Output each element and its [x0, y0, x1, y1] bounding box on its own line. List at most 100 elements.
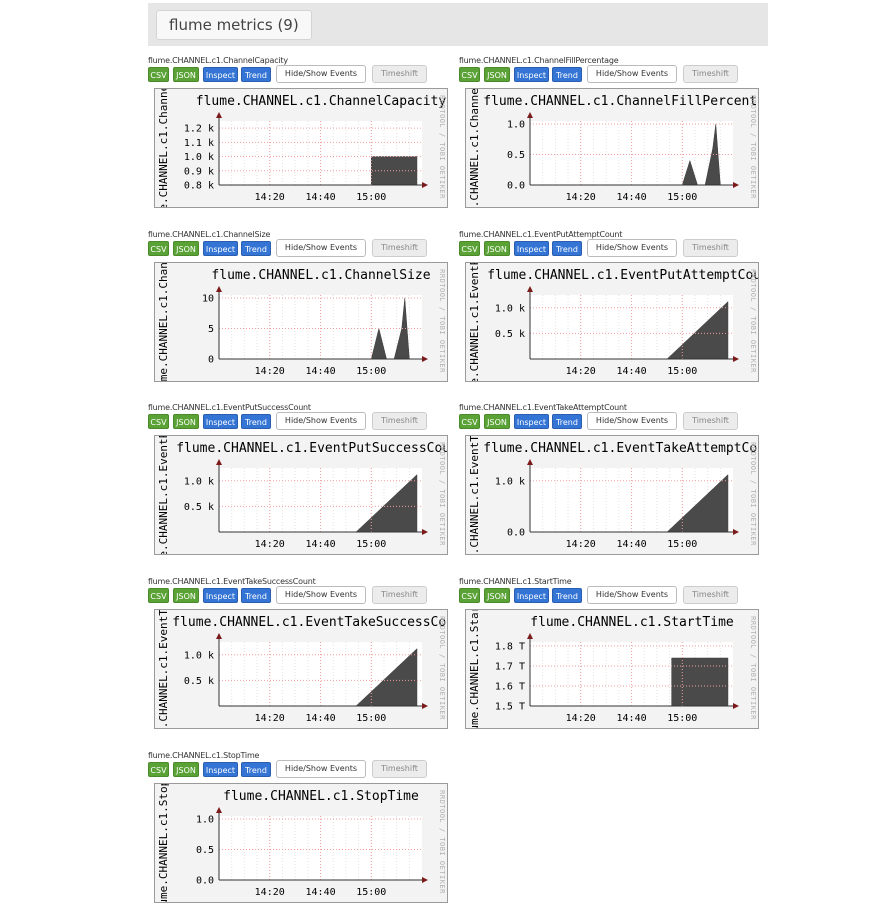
- y-tick-label: 0.5: [507, 150, 525, 161]
- timeshift-button[interactable]: Timeshift: [683, 65, 738, 83]
- json-button[interactable]: JSON: [173, 241, 199, 256]
- inspect-button[interactable]: Inspect: [514, 67, 549, 82]
- timeshift-button[interactable]: Timeshift: [372, 239, 427, 257]
- x-tick-label: 14:40: [617, 713, 647, 724]
- y-tick-label: 1.0: [507, 120, 525, 131]
- y-tick-label: 1.2 k: [184, 124, 214, 135]
- rrd-graph[interactable]: 1.0 0.5 0.0 14:20 14:40 15:00 flume.CHANNEL.c1…: [154, 783, 448, 903]
- timeshift-button[interactable]: Timeshift: [372, 412, 427, 430]
- json-button[interactable]: JSON: [173, 67, 199, 82]
- y-axis-arrow: [216, 807, 222, 813]
- json-button[interactable]: JSON: [484, 67, 510, 82]
- graph-panel-title: flume.CHANNEL.c1.StopTime: [148, 751, 259, 760]
- inspect-button[interactable]: Inspect: [514, 241, 549, 256]
- json-button[interactable]: JSON: [173, 588, 199, 603]
- x-tick-label: 14:20: [255, 366, 285, 377]
- graph-panel: flume.CHANNEL.c1.ChannelFillPercentage CS…: [459, 56, 759, 216]
- rrd-graph[interactable]: 1.0 k 0.5 k 14:20 14:40 15:00 flume.CHANNEL.c…: [154, 609, 448, 729]
- inspect-button[interactable]: Inspect: [203, 414, 238, 429]
- graph-canvas: 1.0 k 0.5 k 14:20 14:40 15:00 flume.CHANNEL.c…: [155, 610, 448, 729]
- rrd-graph[interactable]: 10 5 0 14:20 14:40 15:00 flume.CHANNEL.c1.Chan…: [154, 262, 448, 382]
- csv-button[interactable]: CSV: [459, 588, 480, 603]
- trend-button[interactable]: Trend: [552, 414, 582, 429]
- csv-button[interactable]: CSV: [148, 67, 169, 82]
- rrd-graph[interactable]: 1.2 k 1.1 k 1.0 k 0.9 k 0.8 k 14:20 14:40 15:00…: [154, 88, 448, 208]
- graph-panel: flume.CHANNEL.c1.StopTime CSV JSON Inspect T…: [148, 751, 448, 911]
- x-axis-arrow: [422, 877, 428, 883]
- hide-show-events-button[interactable]: Hide/Show Events: [276, 412, 366, 430]
- timeshift-button[interactable]: Timeshift: [372, 760, 427, 778]
- hide-show-events-button[interactable]: Hide/Show Events: [587, 412, 677, 430]
- rrdtool-watermark: RRDTOOL / TOBI OETIKER: [438, 616, 446, 720]
- csv-button[interactable]: CSV: [459, 67, 480, 82]
- graph-panel: flume.CHANNEL.c1.EventTakeSuccessCount CS…: [148, 577, 448, 737]
- graph-canvas: 1.0 k 0.5 k 14:20 14:40 15:00 flume.CHANNEL.c…: [466, 263, 759, 382]
- timeshift-button[interactable]: Timeshift: [372, 586, 427, 604]
- hide-show-events-button[interactable]: Hide/Show Events: [587, 239, 677, 257]
- hide-show-events-button[interactable]: Hide/Show Events: [587, 586, 677, 604]
- rrd-graph[interactable]: 1.0 k 0.5 k 14:20 14:40 15:00 flume.CHANNEL.c…: [465, 262, 759, 382]
- graph-panel: flume.CHANNEL.c1.StartTime CSV JSON Inspect…: [459, 577, 759, 737]
- trend-button[interactable]: Trend: [241, 588, 271, 603]
- csv-button[interactable]: CSV: [459, 241, 480, 256]
- json-button[interactable]: JSON: [173, 762, 199, 777]
- json-button[interactable]: JSON: [173, 414, 199, 429]
- inspect-button[interactable]: Inspect: [203, 67, 238, 82]
- y-axis-arrow: [216, 286, 222, 292]
- graph-canvas: 1.0 k 0.5 k 14:20 14:40 15:00 flume.CHANNEL.c…: [155, 436, 448, 555]
- hide-show-events-button[interactable]: Hide/Show Events: [276, 586, 366, 604]
- rrd-graph[interactable]: 1.0 k 0.0 14:20 14:40 15:00 flume.CHANNEL.c1.…: [465, 435, 759, 555]
- hide-show-events-button[interactable]: Hide/Show Events: [276, 239, 366, 257]
- trend-button[interactable]: Trend: [241, 67, 271, 82]
- vertical-axis-label: flume.CHANNEL.c1.Start: [468, 610, 481, 729]
- graph-panel-title: flume.CHANNEL.c1.ChannelSize: [148, 230, 270, 239]
- hide-show-events-button[interactable]: Hide/Show Events: [276, 65, 366, 83]
- rrd-graph[interactable]: 1.0 0.5 0.0 14:20 14:40 15:00 flume.CHANNEL.c1…: [465, 88, 759, 208]
- json-button[interactable]: JSON: [484, 588, 510, 603]
- graph-panel-title: flume.CHANNEL.c1.EventPutAttemptCount: [459, 230, 622, 239]
- timeshift-button[interactable]: Timeshift: [372, 65, 427, 83]
- inspect-button[interactable]: Inspect: [203, 588, 238, 603]
- vertical-axis-label: flume.CHANNEL.c1.ChannelFil: [468, 89, 481, 208]
- csv-button[interactable]: CSV: [148, 414, 169, 429]
- trend-button[interactable]: Trend: [552, 241, 582, 256]
- graph-title: flume.CHANNEL.c1.EventPutAttemptCount: [487, 268, 759, 283]
- json-button[interactable]: JSON: [484, 241, 510, 256]
- vertical-axis-label: flume.CHANNEL.c1.EventTakeS: [157, 610, 170, 729]
- rrd-graph[interactable]: 1.0 k 0.5 k 14:20 14:40 15:00 flume.CHANNEL.c…: [154, 435, 448, 555]
- inspect-button[interactable]: Inspect: [514, 414, 549, 429]
- rrdtool-watermark: RRDTOOL / TOBI OETIKER: [438, 269, 446, 373]
- json-button[interactable]: JSON: [484, 414, 510, 429]
- csv-button[interactable]: CSV: [459, 414, 480, 429]
- rrd-graph[interactable]: 1.8 T 1.7 T 1.6 T 1.5 T 14:20 14:40 15:00 flume…: [465, 609, 759, 729]
- x-tick-label: 14:40: [617, 192, 647, 203]
- graph-canvas: 1.0 k0.014:20 14:40 15:00flume.CHANNEL.c1.…: [466, 436, 759, 555]
- hide-show-events-button[interactable]: Hide/Show Events: [587, 65, 677, 83]
- graph-title: flume.CHANNEL.c1.StartTime: [530, 615, 734, 630]
- inspect-button[interactable]: Inspect: [514, 588, 549, 603]
- graph-canvas: 1.0 0.5 0.0 14:20 14:40 15:00 flume.CHANNEL.c1…: [466, 89, 759, 208]
- metrics-group-button[interactable]: flume metrics (9): [156, 10, 312, 40]
- x-tick-label: 15:00: [356, 539, 386, 550]
- inspect-button[interactable]: Inspect: [203, 241, 238, 256]
- hide-show-events-button[interactable]: Hide/Show Events: [276, 760, 366, 778]
- csv-button[interactable]: CSV: [148, 241, 169, 256]
- x-tick-label: 15:00: [667, 539, 697, 550]
- csv-button[interactable]: CSV: [148, 762, 169, 777]
- timeshift-button[interactable]: Timeshift: [683, 586, 738, 604]
- graph-panel: flume.CHANNEL.c1.EventPutSuccessCount CSV…: [148, 403, 448, 563]
- x-tick-label: 14:40: [306, 887, 336, 898]
- y-tick-label: 10: [202, 294, 214, 305]
- trend-button[interactable]: Trend: [241, 241, 271, 256]
- trend-button[interactable]: Trend: [552, 67, 582, 82]
- timeshift-button[interactable]: Timeshift: [683, 239, 738, 257]
- trend-button[interactable]: Trend: [241, 762, 271, 777]
- inspect-button[interactable]: Inspect: [203, 762, 238, 777]
- x-tick-label: 14:20: [255, 887, 285, 898]
- trend-button[interactable]: Trend: [241, 414, 271, 429]
- y-axis-arrow: [216, 633, 222, 639]
- y-axis-arrow: [216, 112, 222, 118]
- csv-button[interactable]: CSV: [148, 588, 169, 603]
- trend-button[interactable]: Trend: [552, 588, 582, 603]
- timeshift-button[interactable]: Timeshift: [683, 412, 738, 430]
